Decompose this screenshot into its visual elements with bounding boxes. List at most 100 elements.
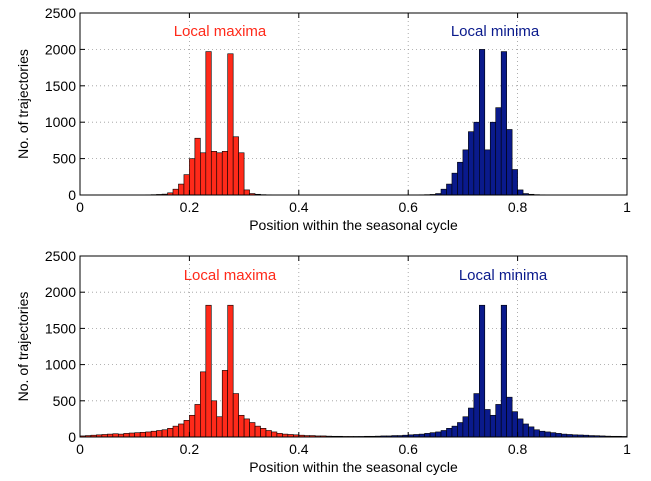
local-maxima-annotation: Local maxima [184, 267, 277, 284]
maxima-histogram-bar [200, 152, 207, 196]
minima-histogram-bar [479, 49, 486, 196]
maxima-histogram-bar [139, 431, 146, 438]
minima-histogram-bar [446, 428, 453, 438]
y-tick-label: 2500 [45, 248, 76, 264]
minima-histogram-bar [446, 183, 453, 196]
maxima-histogram-bar [276, 433, 283, 438]
minima-histogram-bar [457, 422, 464, 438]
maxima-histogram-bar [221, 151, 228, 196]
x-tick-label: 1 [623, 441, 631, 457]
maxima-histogram-bar [210, 400, 218, 438]
minima-histogram-bar [511, 411, 518, 438]
maxima-histogram-bar [183, 174, 190, 196]
maxima-histogram-bar [205, 304, 212, 438]
x-tick-label: 0 [76, 199, 84, 215]
maxima-histogram-bar [167, 428, 174, 438]
maxima-histogram-bar [172, 425, 179, 438]
maxima-histogram-bar [123, 433, 130, 438]
x-tick-label: 0 [76, 441, 84, 457]
minima-histogram-bar [489, 121, 497, 196]
x-tick-label: 0.4 [289, 441, 309, 457]
y-tick-label: 2500 [45, 5, 76, 21]
minima-histogram-bar [517, 418, 524, 438]
minima-histogram-bar [429, 432, 436, 438]
minima-histogram-bar [462, 416, 469, 438]
local-minima-annotation: Local minima [451, 23, 540, 40]
minima-histogram-bar [440, 188, 447, 196]
x-tick-label: 0.8 [508, 441, 528, 457]
maxima-histogram-bar [232, 393, 239, 438]
minima-histogram-bar [484, 409, 491, 438]
maxima-histogram-bar [243, 189, 250, 196]
maxima-histogram-bar [189, 414, 196, 438]
y-tick-label: 2000 [45, 41, 76, 57]
top-histogram-panel: 0 0.2 0.4 0.6 0.8 1 0 500 1000 1500 2000 2500 Positi… [15, 5, 631, 233]
x-tick-label: 0.2 [180, 199, 200, 215]
y-tick-label: 1500 [45, 320, 76, 336]
x-tick-label: 0.8 [508, 199, 528, 215]
maxima-histogram-bar [205, 51, 212, 196]
y-tick-label: 2000 [45, 284, 76, 300]
maxima-histogram-bar [265, 430, 272, 438]
maxima-histogram-bar [183, 420, 190, 438]
maxima-histogram-bar [238, 152, 245, 196]
minima-histogram-bar [489, 414, 497, 438]
maxima-histogram-bar [243, 418, 250, 438]
minima-histogram-bar [435, 431, 442, 438]
maxima-histogram-bar [178, 183, 185, 196]
maxima-histogram-bar [232, 136, 239, 196]
minima-histogram-bar [500, 304, 507, 438]
maxima-histogram-bar [128, 432, 135, 438]
maxima-histogram-bar [189, 158, 196, 196]
y-tick-label: 1000 [45, 114, 76, 130]
minima-histogram-bar [522, 423, 529, 438]
y-tick-label: 500 [53, 393, 77, 409]
minima-histogram-bar [468, 131, 475, 196]
axes-box [79, 12, 628, 196]
minima-histogram-bar [451, 172, 458, 196]
maxima-histogram-bar [194, 137, 201, 196]
local-maxima-annotation: Local maxima [174, 23, 267, 40]
maxima-histogram-bar [271, 431, 278, 438]
y-tick-label: 1000 [45, 357, 76, 373]
y-tick-label: 500 [53, 151, 77, 167]
y-tick-label: 0 [68, 187, 76, 203]
minima-histogram-bar [506, 129, 513, 196]
maxima-histogram-bar [227, 304, 234, 438]
maxima-histogram-bar [145, 431, 152, 438]
minima-histogram-bar [495, 107, 502, 196]
x-tick-label: 0.4 [289, 199, 309, 215]
maxima-histogram-bar [134, 432, 141, 438]
maxima-histogram-bar [200, 371, 207, 438]
x-axis-label: Position within the seasonal cycle [249, 459, 458, 475]
maxima-histogram-bar [238, 414, 245, 438]
maxima-histogram-bar [221, 370, 228, 438]
minima-histogram-bar [424, 433, 431, 438]
minima-histogram-bar [440, 430, 447, 438]
x-axis-label: Position within the seasonal cycle [249, 217, 458, 233]
maxima-histogram-bar [249, 422, 256, 438]
maxima-histogram-bar [156, 430, 163, 438]
minima-histogram-bar [484, 149, 491, 196]
maxima-histogram-bar [254, 425, 261, 438]
local-minima-annotation: Local minima [459, 267, 548, 284]
minima-histogram-bar [451, 425, 458, 438]
minima-histogram-bar [533, 429, 540, 438]
minima-histogram-bar [539, 430, 546, 438]
maxima-histogram-bar [194, 404, 201, 438]
minima-histogram-bar [555, 433, 562, 438]
maxima-histogram-bar [161, 429, 168, 438]
maxima-histogram-bar [260, 428, 267, 438]
minima-histogram-bar [473, 121, 480, 196]
y-axis-label: No. of trajectories [15, 292, 31, 402]
minima-histogram-bar [468, 407, 475, 438]
maxima-histogram-bar [216, 416, 223, 438]
minima-histogram-bar [550, 432, 557, 438]
x-tick-label: 0.6 [398, 199, 418, 215]
plot-area [80, 256, 627, 437]
minima-histogram-bar [462, 149, 469, 196]
minima-histogram-bar [506, 396, 513, 438]
minima-histogram-bar [544, 431, 551, 438]
minima-histogram-bar [457, 161, 464, 196]
